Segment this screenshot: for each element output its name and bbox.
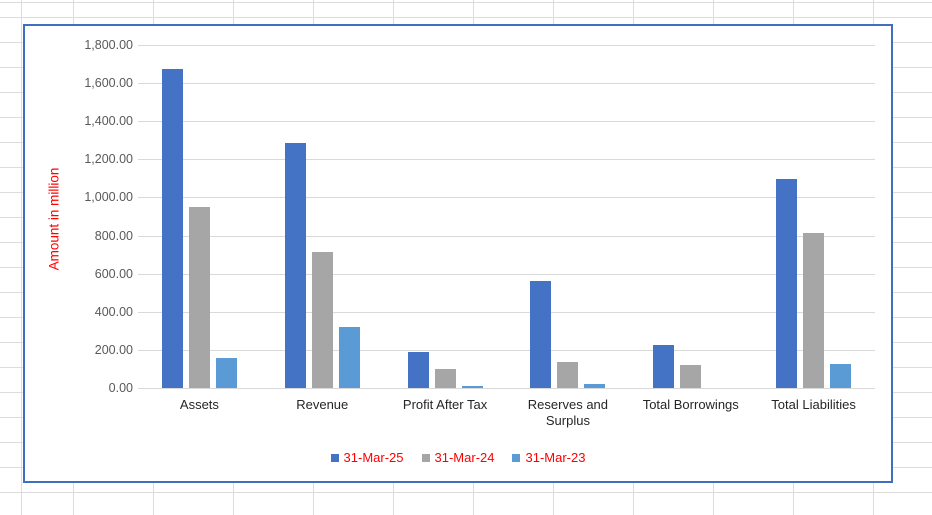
bar-31-Mar-24-assets[interactable] bbox=[188, 207, 210, 388]
y-gridline bbox=[138, 121, 875, 123]
x-axis-category-label: Profit After Tax bbox=[402, 397, 488, 412]
y-gridline bbox=[138, 83, 875, 85]
bar-31-Mar-25-total-borrowings[interactable] bbox=[653, 345, 675, 388]
y-axis-tick-label: 400.00 bbox=[94, 304, 133, 319]
chart-legend: 31-Mar-25 31-Mar-24 31-Mar-23 bbox=[25, 450, 891, 466]
y-axis-tick-label: 1,800.00 bbox=[84, 38, 133, 52]
bar-31-Mar-24-revenue[interactable] bbox=[311, 252, 333, 388]
legend-label: 31-Mar-25 bbox=[343, 450, 404, 465]
y-axis-tick-label: 0.00 bbox=[108, 381, 133, 395]
bar-31-Mar-24-total-borrowings[interactable] bbox=[680, 365, 702, 388]
y-gridline bbox=[138, 235, 875, 237]
bar-group-revenue bbox=[261, 45, 384, 388]
x-axis-category-label: Total Liabilities bbox=[771, 397, 856, 412]
y-gridline bbox=[138, 45, 875, 46]
x-axis-category-label: Reserves and Surplus bbox=[527, 397, 609, 428]
legend-label: 31-Mar-23 bbox=[525, 450, 586, 465]
legend-item-31-Mar-25[interactable]: 31-Mar-25 bbox=[330, 450, 404, 466]
plot-area bbox=[138, 45, 875, 389]
y-axis-tick-label: 800.00 bbox=[94, 228, 133, 243]
bar-31-Mar-25-revenue[interactable] bbox=[284, 143, 306, 388]
legend-item-31-Mar-24[interactable]: 31-Mar-24 bbox=[421, 450, 495, 466]
bar-31-Mar-23-assets[interactable] bbox=[215, 358, 237, 388]
x-axis-category-label: Total Borrowings bbox=[642, 397, 739, 412]
bar-31-Mar-23-total-liabilities[interactable] bbox=[830, 364, 852, 388]
bar-31-Mar-25-profit-after-tax[interactable] bbox=[407, 352, 429, 388]
bar-group-reserves-and-surplus bbox=[507, 45, 630, 388]
x-axis-category-label: Assets bbox=[179, 397, 219, 412]
y-axis-tick-label: 1,000.00 bbox=[84, 190, 133, 205]
bar-31-Mar-24-total-liabilities[interactable] bbox=[803, 233, 825, 388]
y-gridline bbox=[138, 273, 875, 275]
bar-31-Mar-25-reserves-and-surplus[interactable] bbox=[530, 281, 552, 388]
legend-marker-icon bbox=[421, 454, 430, 462]
y-axis-title: Amount in million bbox=[46, 167, 62, 271]
bar-group-total-liabilities bbox=[752, 45, 875, 388]
y-axis-tick-label: 600.00 bbox=[94, 266, 133, 281]
bar-31-Mar-25-assets[interactable] bbox=[161, 69, 183, 388]
x-axis-category-label: Revenue bbox=[296, 397, 349, 412]
y-gridline bbox=[138, 311, 875, 313]
bar-31-Mar-23-reserves-and-surplus[interactable] bbox=[584, 384, 606, 388]
legend-marker-icon bbox=[330, 454, 339, 462]
bar-group-assets bbox=[138, 45, 261, 388]
y-axis-tick-label: 1,600.00 bbox=[84, 76, 133, 91]
legend-marker-icon bbox=[512, 454, 521, 462]
bar-31-Mar-24-reserves-and-surplus[interactable] bbox=[557, 362, 579, 388]
bar-31-Mar-23-profit-after-tax[interactable] bbox=[461, 386, 483, 388]
y-gridline bbox=[138, 159, 875, 161]
bar-31-Mar-25-total-liabilities[interactable] bbox=[776, 179, 798, 388]
bar-31-Mar-24-profit-after-tax[interactable] bbox=[434, 369, 456, 388]
bar-group-profit-after-tax bbox=[384, 45, 507, 388]
y-gridline bbox=[138, 349, 875, 351]
bar-group-total-borrowings bbox=[629, 45, 752, 388]
y-axis-tick-label: 200.00 bbox=[94, 342, 133, 357]
legend-label: 31-Mar-24 bbox=[434, 450, 495, 465]
legend-item-31-Mar-23[interactable]: 31-Mar-23 bbox=[512, 450, 585, 466]
bar-31-Mar-23-revenue[interactable] bbox=[338, 327, 360, 388]
chart-object[interactable]: Amount in million 1,800.00 1,600.00 1,400.… bbox=[23, 24, 893, 483]
y-gridline bbox=[138, 197, 875, 199]
y-axis-tick-label: 1,400.00 bbox=[84, 114, 133, 129]
y-axis-tick-label: 1,200.00 bbox=[84, 152, 133, 167]
y-gridline bbox=[138, 388, 875, 389]
